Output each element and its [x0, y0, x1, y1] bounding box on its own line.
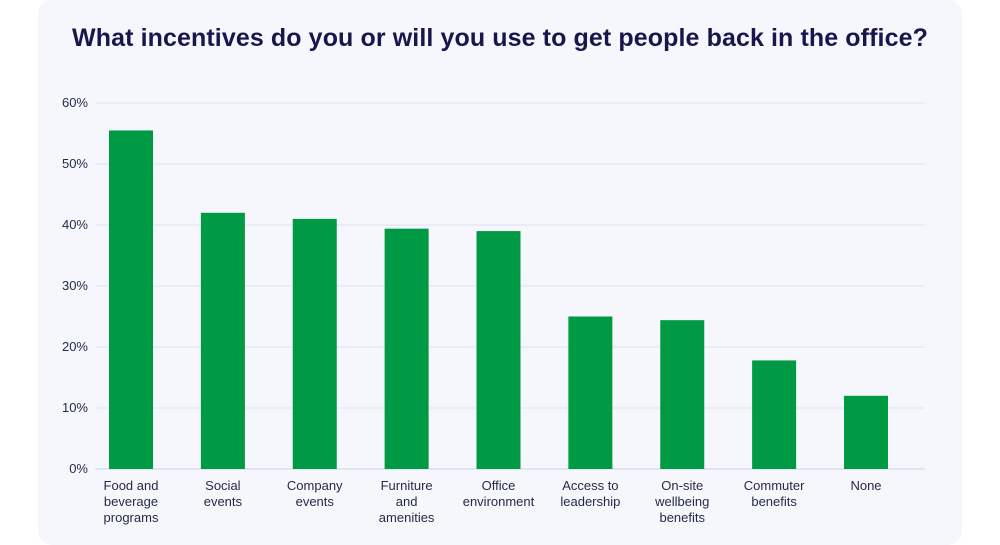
bar — [660, 320, 705, 469]
x-tick-label: Furniture and amenities — [379, 478, 435, 525]
y-tick-label: 10% — [62, 400, 88, 415]
y-tick-label: 20% — [62, 339, 88, 354]
y-tick-label: 0% — [69, 461, 88, 476]
bar — [844, 395, 888, 469]
bars — [109, 130, 888, 470]
bar — [752, 360, 797, 469]
x-tick-label: Commuter benefits — [744, 478, 805, 509]
y-tick-label: 50% — [62, 156, 88, 171]
x-tick-label: None — [850, 478, 881, 493]
y-axis-ticks: 0% 10% 20% 30% 40% 50% 60% — [62, 95, 88, 476]
bar — [384, 228, 429, 469]
x-axis-labels: Food and beverage programs Social events Comp… — [104, 478, 882, 525]
bar — [109, 130, 153, 469]
bar — [476, 231, 521, 469]
bar — [292, 218, 337, 469]
x-tick-label: Food and beverage programs — [104, 478, 159, 525]
y-tick-label: 40% — [62, 217, 88, 232]
x-tick-label: Access to leadership — [560, 478, 620, 509]
x-tick-label: On-site wellbeing benefits — [654, 478, 709, 525]
x-tick-label: Office environment — [463, 478, 535, 509]
chart-title: What incentives do you or will you use t… — [72, 24, 928, 52]
x-tick-label: Company events — [287, 478, 343, 509]
bar — [200, 212, 245, 470]
y-tick-label: 60% — [62, 95, 88, 110]
bar — [568, 316, 613, 469]
y-tick-label: 30% — [62, 278, 88, 293]
x-tick-label: Social events — [204, 478, 243, 509]
